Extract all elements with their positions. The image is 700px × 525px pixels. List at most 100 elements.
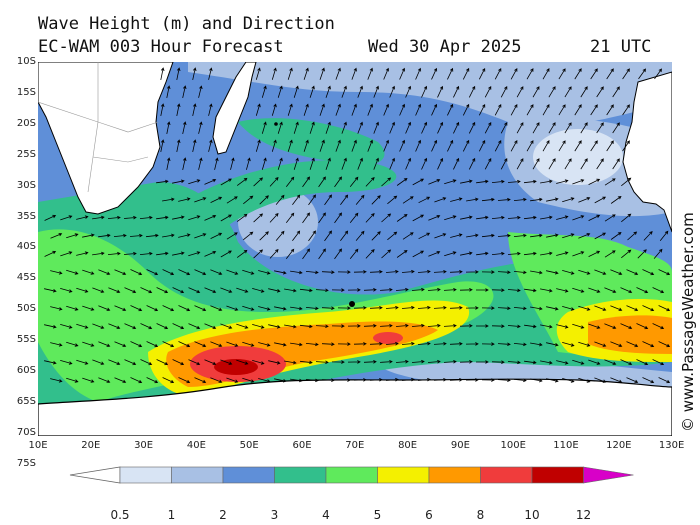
direction-arrow xyxy=(309,121,315,134)
direction-arrow xyxy=(433,269,447,274)
lat-label: 50S xyxy=(16,303,36,315)
direction-arrow xyxy=(271,67,277,80)
direction-arrow xyxy=(468,157,476,170)
wave-height-map xyxy=(38,62,672,436)
direction-arrow xyxy=(530,306,543,311)
direction-arrow xyxy=(340,230,349,242)
direction-arrow xyxy=(347,360,361,364)
direction-arrow xyxy=(636,359,649,366)
direction-arrow xyxy=(242,341,255,347)
direction-arrow xyxy=(82,377,95,383)
direction-arrow xyxy=(627,231,638,241)
direction-arrow xyxy=(626,305,639,312)
direction-arrow xyxy=(643,230,653,241)
direction-arrow xyxy=(383,67,389,80)
direction-arrow xyxy=(507,324,521,329)
direction-arrow xyxy=(261,157,267,170)
direction-arrow xyxy=(236,287,249,293)
direction-arrow xyxy=(192,139,197,152)
direction-arrow xyxy=(371,195,381,205)
direction-arrow xyxy=(130,269,143,276)
direction-arrow xyxy=(481,306,495,310)
direction-arrow xyxy=(325,157,331,170)
direction-arrow xyxy=(449,306,463,310)
wave-direction-arrows xyxy=(44,67,671,384)
direction-arrow xyxy=(162,341,175,348)
direction-arrow xyxy=(636,287,649,294)
direction-arrow xyxy=(574,104,582,116)
direction-arrow xyxy=(530,197,543,202)
direction-arrow xyxy=(399,139,405,152)
lon-label: 10E xyxy=(28,440,48,451)
direction-arrow xyxy=(98,269,111,275)
direction-arrow xyxy=(572,323,585,329)
direction-arrow xyxy=(60,360,73,365)
direction-arrow xyxy=(385,269,399,274)
direction-arrow xyxy=(176,67,181,80)
direction-arrow xyxy=(188,215,201,221)
direction-arrow xyxy=(497,270,511,274)
legend-label: 2 xyxy=(219,508,227,522)
direction-arrow xyxy=(620,287,633,293)
direction-arrow xyxy=(290,378,303,383)
direction-arrow xyxy=(387,195,398,205)
direction-arrow xyxy=(277,157,283,170)
direction-arrow xyxy=(220,178,232,186)
direction-arrow xyxy=(290,306,303,311)
direction-arrow xyxy=(558,68,566,80)
band-8-10m-small xyxy=(373,332,403,344)
direction-arrow xyxy=(166,121,171,134)
direction-arrow xyxy=(369,270,383,274)
direction-arrow xyxy=(497,233,511,238)
direction-arrow xyxy=(130,341,143,348)
direction-arrow xyxy=(491,288,505,292)
direction-arrow xyxy=(44,324,57,329)
direction-arrow xyxy=(540,288,553,293)
direction-arrow xyxy=(210,305,223,311)
legend-swatch xyxy=(531,466,584,484)
direction-arrow xyxy=(192,103,197,116)
direction-arrow xyxy=(60,288,73,293)
direction-arrow xyxy=(204,179,217,185)
direction-arrow xyxy=(210,341,223,347)
direction-arrow xyxy=(253,249,263,259)
direction-arrow xyxy=(516,158,524,170)
direction-arrow xyxy=(76,359,89,365)
legend-label: 8 xyxy=(476,508,485,522)
direction-arrow xyxy=(341,157,347,170)
direction-arrow xyxy=(357,157,363,170)
direction-arrow xyxy=(478,139,486,152)
direction-arrow xyxy=(431,139,438,152)
direction-arrow xyxy=(418,232,431,240)
direction-arrow xyxy=(172,323,185,330)
direction-arrow xyxy=(274,342,287,347)
direction-arrow xyxy=(396,214,408,222)
direction-arrow xyxy=(340,194,349,206)
direction-arrow xyxy=(510,139,518,152)
direction-arrow xyxy=(626,269,639,276)
direction-arrow xyxy=(395,323,409,328)
lat-label: 65S xyxy=(16,395,36,407)
direction-arrow xyxy=(178,377,191,384)
australia-landmass xyxy=(622,71,672,233)
direction-arrow xyxy=(596,86,604,98)
legend-low-tip xyxy=(69,466,121,484)
direction-arrow xyxy=(252,360,265,365)
direction-arrow xyxy=(230,157,235,170)
direction-arrow xyxy=(383,139,389,152)
direction-arrow xyxy=(523,179,537,184)
direction-arrow xyxy=(146,341,159,348)
direction-arrow xyxy=(621,249,632,259)
direction-arrow xyxy=(546,197,559,202)
direction-arrow xyxy=(484,157,492,170)
direction-arrow xyxy=(476,360,489,364)
direction-arrow xyxy=(182,157,187,170)
direction-arrow xyxy=(182,85,187,98)
direction-arrow xyxy=(123,215,137,220)
direction-arrow xyxy=(449,270,463,274)
direction-arrow xyxy=(220,359,233,365)
direction-arrow xyxy=(303,139,309,152)
direction-arrow xyxy=(564,158,572,170)
direction-arrow xyxy=(421,85,428,98)
lon-label: 40E xyxy=(186,440,206,451)
